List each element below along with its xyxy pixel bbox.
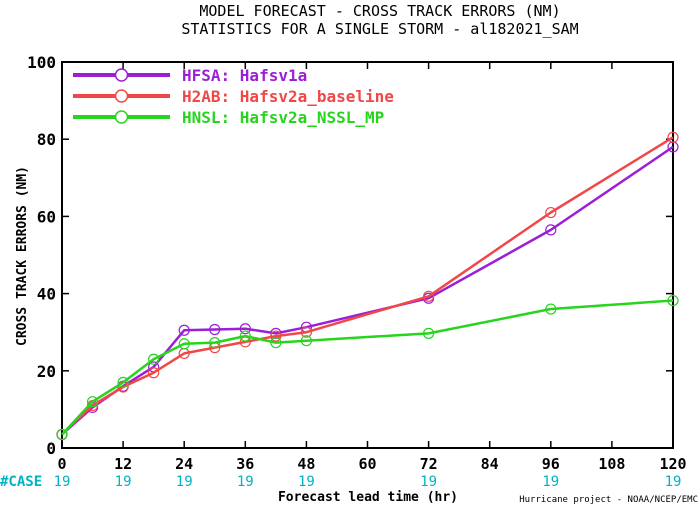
x-tick-label: 24 xyxy=(175,455,193,473)
data-point xyxy=(545,224,557,236)
legend-marker xyxy=(114,68,129,82)
x-tick-labels: 0 12 24 36 48 60 72 84 96 108 120 xyxy=(57,62,687,473)
series-line xyxy=(61,299,674,436)
x-tick-label: 12 xyxy=(114,455,132,473)
legend-entry-3: HNSL: Hafsv2a_NSSL_MP xyxy=(73,108,384,127)
data-point xyxy=(178,324,190,336)
chart-title-line-2: STATISTICS FOR A SINGLE STORM - al182021… xyxy=(181,20,578,38)
case-count: 19 xyxy=(298,474,315,490)
x-tick-label: 96 xyxy=(542,455,560,473)
legend-label: HNSL: Hafsv2a_NSSL_MP xyxy=(182,108,384,127)
data-point xyxy=(667,294,679,307)
data-point xyxy=(423,327,435,339)
data-point xyxy=(239,323,251,335)
series-line xyxy=(61,136,674,436)
y-tick-label: 100 xyxy=(27,53,56,72)
data-point xyxy=(178,338,190,350)
chart-title-line-1: MODEL FORECAST - CROSS TRACK ERRORS (NM) xyxy=(199,2,560,20)
legend-label: H2AB: Hafsv2a_baseline xyxy=(182,87,394,106)
data-point xyxy=(239,330,251,342)
legend-marker xyxy=(114,110,129,124)
x-tick-label: 0 xyxy=(57,455,66,473)
series-3 xyxy=(56,294,679,441)
x-axis-label: Forecast lead time (hr) xyxy=(278,490,458,505)
data-point xyxy=(148,367,160,379)
case-count: 19 xyxy=(237,474,254,490)
y-tick-label: 0 xyxy=(46,439,56,458)
y-tick-label: 60 xyxy=(37,207,56,226)
data-point xyxy=(423,290,435,302)
series-2 xyxy=(56,131,679,441)
case-count-row: 19 19 19 19 19 19 19 19 xyxy=(54,474,682,490)
series-1 xyxy=(56,141,679,441)
legend-marker xyxy=(114,89,129,103)
y-tick-labels: 0 20 40 60 80 100 xyxy=(27,53,673,458)
data-point xyxy=(209,323,221,336)
data-point xyxy=(117,376,129,388)
data-point xyxy=(86,396,99,408)
legend-label: HFSA: Hafsv1a xyxy=(182,66,307,85)
data-point xyxy=(545,303,557,315)
legend: HFSA: Hafsv1a H2AB: Hafsv2a_baseline HNSL:… xyxy=(73,66,394,127)
case-count: 19 xyxy=(420,474,437,490)
y-tick-label: 20 xyxy=(37,362,56,381)
data-point xyxy=(270,337,282,349)
y-tick-label: 40 xyxy=(37,285,56,304)
x-tick-label: 120 xyxy=(659,455,686,473)
x-tick-label: 60 xyxy=(358,455,376,473)
data-point xyxy=(300,326,312,338)
case-count: 19 xyxy=(542,474,559,490)
y-tick-label: 80 xyxy=(37,130,56,149)
x-tick-label: 72 xyxy=(420,455,438,473)
case-count: 19 xyxy=(665,474,682,490)
case-count: 19 xyxy=(54,474,71,490)
legend-entry-2: H2AB: Hafsv2a_baseline xyxy=(73,87,394,106)
x-tick-label: 36 xyxy=(236,455,254,473)
x-tick-label: 84 xyxy=(481,455,499,473)
data-point xyxy=(270,330,282,342)
series-lines xyxy=(56,131,679,441)
data-point xyxy=(270,327,282,339)
data-point xyxy=(300,335,312,347)
credit-text: Hurricane project - NOAA/NCEP/EMC xyxy=(519,495,698,505)
series-line xyxy=(61,145,674,436)
x-tick-label: 108 xyxy=(598,455,625,473)
data-point xyxy=(148,353,160,365)
x-tick-label: 48 xyxy=(297,455,315,473)
data-point xyxy=(545,206,557,219)
case-count: 19 xyxy=(115,474,132,490)
legend-entry-1: HFSA: Hafsv1a xyxy=(73,66,307,85)
data-point xyxy=(209,337,221,349)
data-point xyxy=(56,428,68,441)
case-count: 19 xyxy=(176,474,193,490)
y-axis-label: CROSS TRACK ERRORS (NM) xyxy=(15,166,30,346)
data-point xyxy=(667,131,679,143)
case-label: #CASE xyxy=(0,474,42,490)
